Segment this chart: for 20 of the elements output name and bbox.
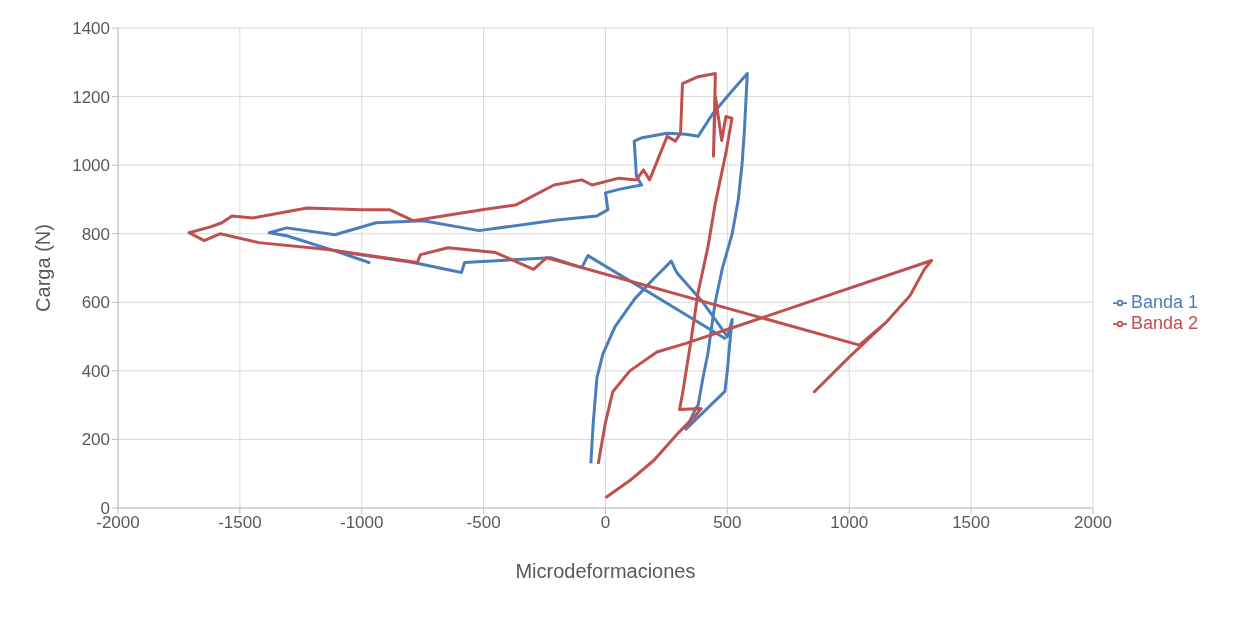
x-tick-label: 1000 (830, 513, 869, 533)
y-tick-label: 1200 (72, 87, 110, 107)
y-tick-label: 200 (81, 430, 110, 450)
x-tick-label: 1500 (952, 513, 990, 533)
x-tick-label: 0 (600, 513, 611, 533)
y-tick-label: 800 (81, 224, 110, 244)
x-tick-label: 500 (713, 513, 742, 533)
legend-label: Banda 1 (1130, 292, 1198, 312)
y-axis-title: Carga (N) (32, 224, 55, 312)
x-tick-label: -500 (466, 513, 501, 533)
x-tick-label: -1000 (339, 513, 384, 533)
y-tick-label: 1000 (72, 156, 110, 176)
y-tick-label: 1400 (72, 19, 110, 39)
legend-label: Banda 2 (1130, 313, 1198, 333)
y-tick-label: 600 (81, 293, 110, 313)
x-axis-title: Microdeformaciones (515, 560, 696, 582)
x-tick-label: 2000 (1074, 513, 1112, 533)
line-series (187, 72, 934, 500)
x-tick-label: -1500 (218, 513, 262, 533)
y-tick-label: 400 (81, 361, 110, 381)
